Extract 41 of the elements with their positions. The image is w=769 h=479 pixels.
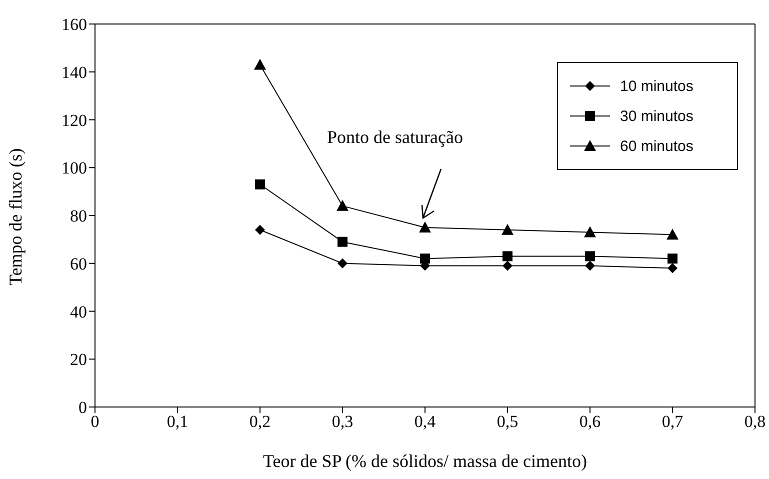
point [668, 263, 678, 274]
x-tick-label: 0 [90, 412, 100, 432]
point [666, 228, 678, 240]
x-tick-label: 0,7 [662, 412, 684, 432]
annotation: Ponto de saturação [327, 127, 463, 147]
point [585, 251, 595, 262]
y-tick-label: 80 [70, 206, 87, 226]
point [502, 224, 514, 235]
y-tick-label: 0 [78, 398, 87, 418]
y-tick-label: 100 [62, 158, 87, 178]
y-tick-label: 60 [70, 254, 87, 274]
x-tick-label: 0,2 [249, 412, 271, 432]
x-tick-label: 0,4 [414, 412, 436, 432]
point [419, 221, 431, 232]
y-tick-label: 20 [70, 350, 87, 370]
x-tick-label: 0,8 [744, 412, 766, 432]
point [420, 254, 430, 264]
point [502, 260, 512, 271]
x-tick-label: 0,6 [579, 412, 601, 432]
y-tick-label: 140 [62, 62, 87, 82]
point [255, 224, 265, 235]
y-tick-label: 40 [70, 302, 87, 322]
point [338, 236, 348, 247]
legend-label: 10 minutos [620, 78, 694, 94]
x-tick-label: 0,1 [166, 412, 188, 432]
legend-label: 30 minutos [620, 108, 694, 124]
point [502, 251, 512, 262]
point [336, 200, 348, 211]
point [584, 226, 596, 238]
point [254, 58, 266, 70]
x-tick-label: 0,3 [332, 412, 354, 432]
point [338, 258, 348, 268]
point [668, 254, 678, 264]
x-tick-label: 0,5 [496, 412, 518, 432]
y-axis-title: Tempo de fluxo (s) [5, 148, 26, 286]
point [255, 179, 265, 190]
y-tick-label: 120 [62, 110, 87, 130]
x-axis-title: Teor de SP (% de sólidos/ massa de cimento) [262, 451, 588, 471]
legend-label: 60 minutos [620, 138, 694, 154]
point [585, 260, 595, 271]
y-tick-label: 160 [62, 15, 87, 34]
